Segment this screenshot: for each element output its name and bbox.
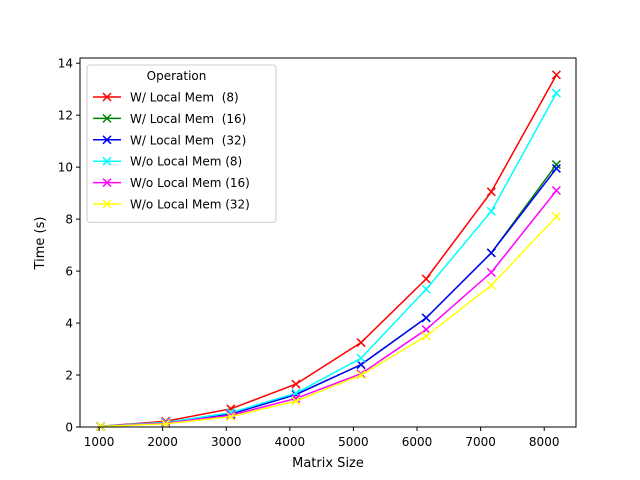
series-1 — [96, 70, 561, 431]
data-point — [486, 280, 496, 290]
legend-box — [86, 64, 277, 223]
data-point — [421, 274, 431, 284]
y-tick-label: 2 — [65, 369, 73, 383]
legend-marker — [102, 199, 112, 209]
y-tick-label: 14 — [58, 57, 73, 71]
series-4 — [96, 88, 561, 431]
data-point — [551, 160, 561, 170]
plot-area — [96, 70, 561, 432]
axes: 1000 2000 3000 4000 5000 6000 7000 8000 0 2 4 6 8 10 1… — [58, 57, 577, 449]
legend-entry: W/o Local Mem (8) — [93, 155, 242, 169]
series-line — [100, 215, 557, 428]
series-line — [100, 190, 557, 428]
x-tick-label: 4000 — [275, 435, 306, 449]
y-tick-label: 8 — [65, 213, 73, 227]
legend-label: W/o Local Mem (16) — [130, 176, 250, 190]
data-point — [551, 88, 561, 98]
legend-entry: W/ Local Mem (16) — [93, 112, 246, 126]
x-tick-label: 8000 — [529, 435, 560, 449]
series-5 — [96, 185, 561, 432]
y-tick-label: 10 — [58, 161, 73, 175]
data-point — [291, 379, 301, 389]
data-point — [486, 248, 496, 258]
data-point — [356, 370, 366, 380]
x-tick-label: 6000 — [402, 435, 433, 449]
y-tick-label: 4 — [65, 317, 73, 331]
x-tick-label: 5000 — [338, 435, 369, 449]
data-point — [226, 412, 236, 422]
y-tick-label: 12 — [58, 109, 73, 123]
legend-marker — [102, 178, 112, 188]
y-tick-label: 0 — [65, 421, 73, 435]
data-point — [551, 70, 561, 80]
legend-label: W/o Local Mem (8) — [130, 155, 242, 169]
legend-entry: W/ Local Mem (32) — [93, 133, 246, 147]
data-point — [356, 360, 366, 370]
series-6 — [96, 211, 561, 432]
data-point — [421, 313, 431, 323]
data-point — [421, 331, 431, 341]
series-line — [100, 92, 558, 427]
legend-marker — [102, 92, 112, 102]
data-point — [486, 187, 496, 197]
series-line — [100, 74, 558, 427]
x-tick-label: 1000 — [84, 435, 115, 449]
legend-marker — [102, 113, 112, 123]
y-tick-label: 6 — [65, 265, 73, 279]
legend-marker — [102, 135, 112, 145]
legend-label: W/o Local Mem (32) — [130, 198, 250, 212]
legend-label: W/ Local Mem (16) — [130, 112, 246, 126]
axes-frame — [79, 57, 577, 428]
data-point — [356, 338, 366, 348]
data-point — [356, 353, 366, 363]
legend-title: Operation — [147, 69, 207, 83]
data-point — [551, 211, 561, 222]
data-point — [226, 410, 236, 420]
x-tick-label: 3000 — [211, 435, 242, 449]
y-axis-label: Time (s) — [33, 217, 48, 271]
legend: Operation W/ Local Mem (8) W/ Local Mem (1… — [86, 64, 277, 223]
data-point — [96, 421, 106, 432]
data-point — [486, 267, 496, 277]
x-tick-label: 2000 — [147, 435, 178, 449]
legend-marker — [102, 156, 112, 166]
data-point — [421, 284, 431, 294]
x-tick-label: 7000 — [465, 435, 496, 449]
data-point — [421, 325, 431, 335]
legend-entry: W/o Local Mem (16) — [93, 176, 250, 190]
legend-entry: W/ Local Mem (8) — [93, 91, 239, 105]
data-point — [291, 396, 301, 406]
data-point — [551, 163, 561, 173]
data-point — [551, 185, 561, 196]
legend-label: W/ Local Mem (8) — [130, 91, 239, 105]
x-axis-label: Matrix Size — [292, 456, 364, 471]
legend-entry: W/o Local Mem (32) — [93, 198, 250, 212]
data-point — [486, 206, 496, 216]
legend-label: W/ Local Mem (32) — [130, 133, 246, 147]
